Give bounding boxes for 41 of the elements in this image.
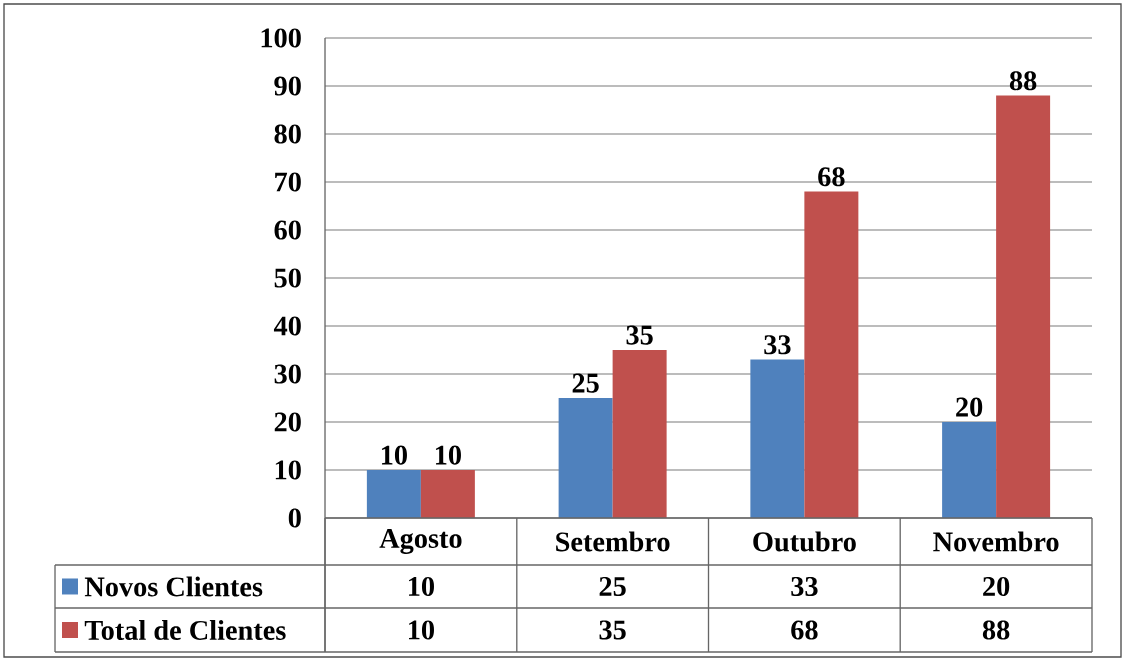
data-label: 35 (599, 620, 626, 640)
bar (942, 421, 997, 518)
bar (420, 469, 475, 518)
data-label: 25 (599, 576, 626, 597)
bar (804, 191, 859, 518)
data-label: 10 (409, 576, 434, 597)
x-tick-label: Novembro (933, 531, 1059, 552)
x-tick-label: Outubro (753, 531, 856, 552)
bar (366, 469, 421, 518)
annotation: 68 (818, 167, 845, 187)
annotation: 88 (1009, 71, 1037, 91)
bar (612, 349, 667, 518)
y-tick-label: 60 (274, 220, 301, 240)
y-tick-label: 50 (274, 268, 301, 288)
annotation: 10 (435, 445, 461, 465)
y-tick-label: 30 (274, 364, 301, 384)
y-tick-label: 0 (288, 508, 301, 528)
legend-label: Novos Clientes (84, 576, 263, 597)
bar (558, 397, 613, 518)
bar (996, 95, 1051, 518)
data-label: 68 (791, 620, 818, 640)
data-label: 88 (982, 620, 1010, 640)
y-tick-label: 40 (273, 316, 301, 336)
annotation: 20 (956, 397, 983, 417)
bar (750, 359, 805, 518)
legend-label: Total de Clientes (84, 620, 286, 640)
data-label: 20 (983, 576, 1010, 597)
y-tick-label: 90 (274, 76, 301, 96)
x-tick-label: Agosto (379, 529, 462, 554)
y-tick-label: 10 (275, 460, 301, 480)
annotation: 33 (764, 335, 791, 355)
annotation: 10 (381, 445, 407, 465)
y-tick-label: 80 (274, 124, 301, 144)
data-label: 33 (791, 576, 818, 597)
x-tick-label: Setembro (556, 531, 670, 552)
y-tick-label: 70 (275, 172, 301, 192)
annotation: 35 (626, 325, 653, 345)
y-tick-label: 100 (261, 28, 301, 48)
data-label: 10 (409, 620, 434, 640)
annotation: 25 (572, 373, 599, 393)
y-tick-label: 20 (274, 412, 301, 432)
